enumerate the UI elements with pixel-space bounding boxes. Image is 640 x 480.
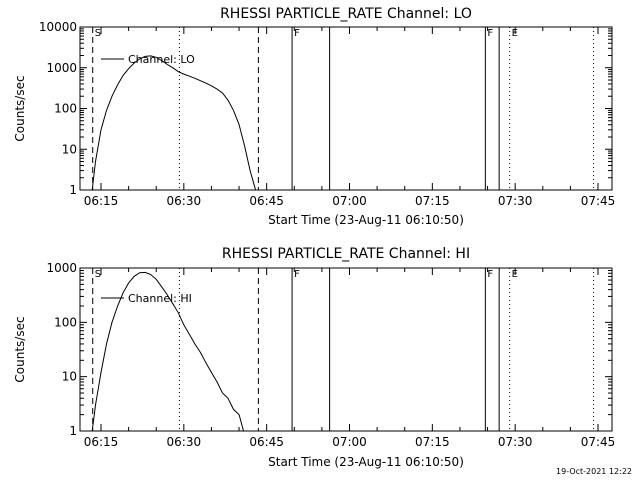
bottom-x-tick-label: 07:30 (498, 435, 533, 449)
bottom-y-tick-label: 10 (62, 370, 77, 384)
bottom-y-axis-label: Counts/sec (13, 316, 27, 382)
bottom-x-tick-label: 07:00 (332, 435, 367, 449)
bottom-series-line (91, 271, 244, 432)
plot-timestamp: 19-Oct-2021 12:22 (556, 467, 632, 476)
top-x-axis-label: Start Time (23-Aug-11 06:10:50) (268, 213, 464, 227)
top-y-axis-label: Counts/sec (13, 75, 27, 141)
top-plot-frame (79, 26, 613, 191)
top-x-tick-label: 07:30 (498, 194, 533, 208)
top-panel: RHESSI PARTICLE_RATE Channel: LO Counts/s… (13, 6, 615, 227)
top-x-tick-label: 07:45 (581, 194, 616, 208)
bottom-chart-title: RHESSI PARTICLE_RATE Channel: HI (222, 246, 470, 262)
bottom-x-tick-label: 06:45 (249, 435, 284, 449)
top-x-tick-label: 06:15 (84, 194, 119, 208)
bottom-event-label: F (294, 269, 300, 280)
top-event-label: E (512, 28, 518, 39)
top-event-label: S (95, 28, 101, 39)
bottom-x-axis-label: Start Time (23-Aug-11 06:10:50) (268, 455, 464, 469)
top-legend-label: Channel: LO (128, 53, 195, 66)
top-event-label: F (294, 28, 300, 39)
bottom-event-label: E (512, 269, 518, 280)
bottom-event-label: S (95, 269, 101, 280)
bottom-event-label: F (487, 269, 493, 280)
top-y-tick-label: 10000 (39, 20, 77, 34)
top-x-tick-label: 07:15 (415, 194, 450, 208)
top-x-tick-label: 06:45 (249, 194, 284, 208)
top-y-tick-label: 1000 (46, 61, 77, 75)
bottom-plot-frame (79, 267, 613, 432)
top-chart-title: RHESSI PARTICLE_RATE Channel: LO (220, 6, 472, 22)
top-x-tick-label: 06:30 (167, 194, 202, 208)
top-x-tick-label: 07:00 (332, 194, 367, 208)
bottom-x-tick-label: 06:15 (84, 435, 119, 449)
top-y-tick-label: 10 (62, 142, 77, 156)
bottom-y-tick-label: 1000 (46, 261, 77, 275)
bottom-legend-label: Channel: HI (128, 292, 192, 305)
bottom-x-tick-label: 07:45 (581, 435, 616, 449)
top-event-label: F (487, 28, 493, 39)
bottom-x-tick-label: 07:15 (415, 435, 450, 449)
top-y-tick-label: 100 (54, 102, 77, 116)
bottom-x-tick-label: 06:30 (167, 435, 202, 449)
bottom-panel: RHESSI PARTICLE_RATE Channel: HI Counts/s… (13, 246, 615, 469)
top-y-tick-label: 1 (69, 183, 77, 197)
bottom-y-tick-label: 100 (54, 315, 77, 329)
bottom-y-tick-label: 1 (69, 424, 77, 438)
top-series-line (91, 55, 257, 191)
